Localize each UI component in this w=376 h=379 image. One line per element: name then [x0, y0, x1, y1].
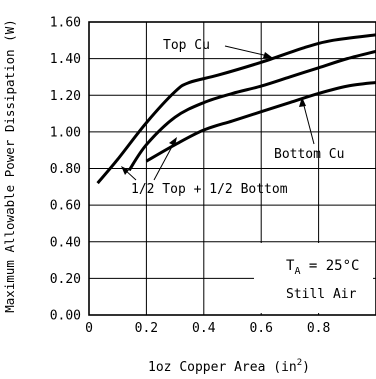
- y-tick-label: 1.60: [50, 16, 81, 31]
- y-axis-label: Maximum Allowable Power Dissipation (W): [2, 19, 17, 313]
- x-axis-label: 1oz Copper Area (in2): [148, 358, 310, 375]
- y-tick-labels: 0.00 0.20 0.40 0.60 0.80 1.00 1.20 1.40 1.60: [50, 16, 81, 324]
- arrowhead-bottom-cu: [299, 97, 306, 107]
- arrow-half-half-right: [153, 140, 176, 181]
- x-tick-label: 0.4: [192, 321, 216, 336]
- y-tick-label: 0.20: [50, 272, 81, 287]
- label-half-half: 1/2 Top + 1/2 Bottom: [131, 182, 288, 197]
- data-curves: [96, 33, 376, 185]
- x-tick-labels: 0 0.2 0.4 0.6 0.8: [85, 321, 330, 336]
- plot-frame: [88, 21, 376, 316]
- x-tick-label: 0: [85, 321, 93, 336]
- label-ta: TA = 25°C: [286, 258, 359, 277]
- x-tick-label: 0.8: [307, 321, 330, 336]
- y-tick-label: 0.80: [50, 162, 81, 177]
- series-line-1-2-top-1-2-bottom: [127, 49, 376, 172]
- arrowhead-half-half-right: [169, 137, 177, 146]
- legend-box-bg: [254, 243, 373, 313]
- arrow-top-cu: [224, 45, 269, 57]
- label-bottom-cu: Bottom Cu: [274, 147, 344, 162]
- arrowhead-top-cu: [263, 52, 273, 58]
- arrowhead-half-half-left: [121, 166, 129, 175]
- y-tick-label: 0.60: [50, 199, 81, 214]
- y-tick-label: 1.20: [50, 89, 81, 104]
- x-tick-label: 0.2: [135, 321, 158, 336]
- x-tick-label: 0.6: [249, 321, 272, 336]
- y-tick-label: 1.00: [50, 125, 81, 140]
- y-tick-label: 0.00: [50, 309, 81, 324]
- arrow-bottom-cu: [302, 101, 315, 145]
- y-tick-label: 1.40: [50, 52, 81, 67]
- series-line-top-cu: [96, 33, 376, 185]
- label-still-air: Still Air: [286, 287, 357, 302]
- y-tick-label: 0.40: [50, 235, 81, 250]
- label-top-cu: Top Cu: [163, 38, 210, 53]
- series-line-bottom-cu: [145, 80, 376, 163]
- grid-lines: [89, 22, 376, 315]
